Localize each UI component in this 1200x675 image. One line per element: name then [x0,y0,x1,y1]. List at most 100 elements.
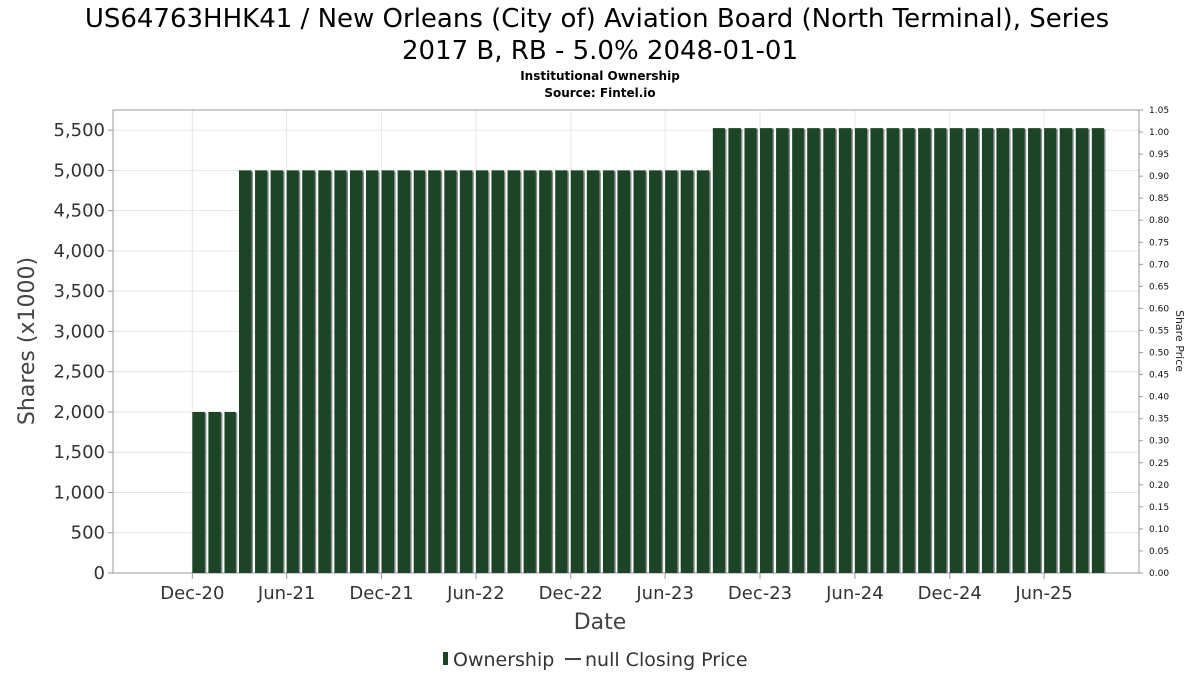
ownership-bar [491,170,504,574]
y-tick-label: 3,500 [53,281,105,302]
ownership-bar [981,128,994,574]
y-tick-label: 4,000 [53,241,105,262]
y-tick-label: 2,000 [53,402,105,423]
y2-tick-label: 0.15 [1149,503,1169,513]
ownership-bar [633,170,646,574]
ownership-bar [586,170,600,574]
ownership-bar [270,170,284,574]
ownership-bar [965,128,979,574]
ownership-bar [792,128,804,574]
legend-ownership-swatch [443,652,448,665]
ownership-bar [459,170,473,574]
ownership-bar [208,411,221,573]
y-tick-label: 4,500 [53,201,105,222]
y2-tick-label: 1.00 [1149,128,1169,138]
y-axis-label: Shares (x1000) [15,257,40,425]
ownership-bar [617,170,630,574]
y-tick-label: 5,500 [53,120,105,141]
ownership-bar [886,128,900,574]
ownership-bar [1059,128,1073,574]
ownership-bar [934,128,947,574]
y2-tick-label: 0.90 [1149,172,1169,182]
ownership-bar [902,128,915,574]
chart-source: Source: Fintel.io [544,86,655,100]
ownership-bar [807,128,820,574]
ownership-bar [949,128,963,574]
legend-ownership-label: Ownership [453,649,554,671]
y-tick-label: 1,000 [53,482,105,503]
x-tick-label: Jun-24 [825,583,884,604]
y2-tick-label: 0.55 [1149,326,1169,336]
ownership-bar [570,170,584,574]
ownership-bar [286,170,299,574]
ownership-bar [870,128,883,574]
y2-tick-label: 0.45 [1149,371,1169,381]
ownership-bar [255,170,268,574]
ownership-bar [1028,128,1041,574]
y2-tick-label: 0.30 [1149,437,1169,447]
x-axis-label: Date [574,610,627,635]
ownership-bar [397,170,411,574]
ownership-bar [1044,128,1057,574]
ownership-bar [539,170,552,574]
y2-tick-label: 0.60 [1149,304,1169,314]
y2-tick-label: 0.65 [1149,282,1169,292]
y-tick-label: 5,000 [53,160,105,181]
ownership-bar [192,411,205,573]
ownership-bar [444,170,457,574]
ownership-bar [602,170,615,574]
x-tick-label: Dec-21 [349,583,413,604]
y2-axis-ticks: 0.00 0.05 0.10 0.15 0.20 0.25 0.30 0.35 0.40 0.45… [1139,106,1169,579]
x-axis-ticks: Dec-20 Jun-21 Dec-21 Jun-22 Dec-22 Jun-23 Dec-… [160,573,1073,604]
ownership-bar [238,170,252,574]
y2-tick-label: 1.05 [1149,106,1169,116]
ownership-bar [381,170,395,574]
y2-tick-label: 0.40 [1149,393,1169,403]
ownership-bar [712,128,725,574]
ownership-bar [507,170,521,574]
y2-tick-label: 0.95 [1149,150,1169,160]
ownership-bar [349,170,363,574]
ownership-bar [696,170,710,574]
ownership-bar [680,170,694,574]
chart-title-line1: US64763HHK41 / New Orleans (City of) Avi… [85,4,1109,34]
ownership-bar [555,170,568,574]
legend-price-label: null Closing Price [585,649,748,671]
y-axis-ticks: 0 500 1,000 1,500 2,000 2,500 3,000 3,500 4,000 4… [53,120,113,584]
y-tick-label: 3,000 [53,321,105,342]
chart-title-line2: 2017 B, RB - 5.0% 2048-01-01 [402,36,798,66]
ownership-bar [649,170,662,574]
ownership-bar [728,128,741,574]
x-tick-label: Dec-23 [728,583,792,604]
ownership-bar [334,170,347,574]
ownership-bars [192,128,1106,574]
ownership-bar [918,128,931,574]
y2-tick-label: 0.75 [1149,238,1169,248]
y2-axis-label: Share Price [1173,310,1186,372]
y2-tick-label: 0.00 [1149,569,1169,579]
y2-tick-label: 0.85 [1149,194,1169,204]
y2-tick-label: 0.05 [1149,547,1169,557]
y2-tick-label: 0.35 [1149,415,1169,425]
y-tick-label: 0 [94,563,105,584]
ownership-bar [475,170,489,574]
y2-tick-label: 0.10 [1149,525,1169,535]
ownership-bar [302,170,315,574]
ownership-bar [413,170,426,574]
ownership-bar [744,128,757,574]
x-tick-label: Jun-23 [635,583,694,604]
y2-tick-label: 0.25 [1149,459,1169,469]
ownership-bar [854,128,868,574]
x-tick-label: Dec-20 [160,583,224,604]
y2-tick-label: 0.80 [1149,216,1169,226]
y2-tick-label: 0.50 [1149,349,1169,359]
legend: Ownership null Closing Price [443,649,748,671]
x-tick-label: Dec-24 [918,583,982,604]
x-tick-label: Jun-22 [446,583,505,604]
x-tick-label: Jun-25 [1014,583,1073,604]
ownership-bar [1012,128,1025,574]
ownership-bar [776,128,789,574]
y2-tick-label: 0.20 [1149,481,1169,491]
ownership-bar [523,170,536,574]
